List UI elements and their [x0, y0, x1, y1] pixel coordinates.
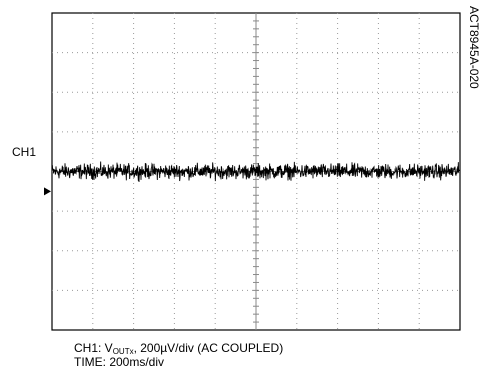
ground-marker-arrow: [44, 187, 51, 196]
figure-id: ACT8945A-020: [467, 6, 481, 89]
caption-ch1-prefix: CH1: V: [74, 341, 113, 355]
caption-ch1-suffix: , 200µV/div (AC COUPLED): [133, 341, 284, 355]
ground-marker: [44, 187, 51, 196]
trace-path: [51, 161, 461, 183]
caption-ch1-subscript: OUTx: [112, 347, 134, 356]
ch1-trace: [51, 161, 461, 183]
channel-label: CH1: [12, 145, 37, 159]
caption-ch1: CH1: VOUTx, 200µV/div (AC COUPLED): [74, 341, 284, 357]
caption-time: TIME: 200ms/div: [74, 355, 165, 369]
grid: [52, 13, 460, 330]
